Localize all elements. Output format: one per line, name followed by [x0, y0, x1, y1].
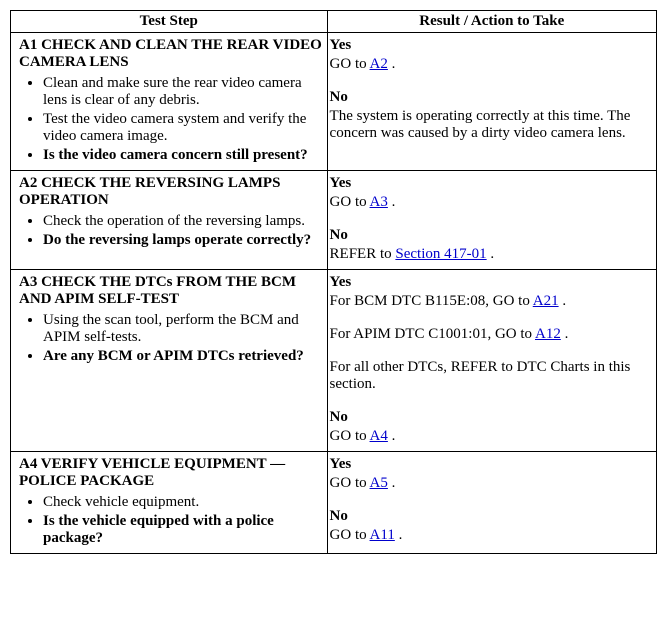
header-result: Result / Action to Take	[327, 11, 656, 33]
result-cell: Yes GO to A3 . No REFER to Section 417-01 .	[327, 171, 656, 270]
yes-label: Yes	[330, 175, 652, 192]
step-title: A3 CHECK THE DTCs FROM THE BCM AND APIM …	[19, 274, 323, 308]
result-link[interactable]: A5	[370, 475, 388, 491]
result-link[interactable]: A11	[370, 527, 395, 543]
diagnostic-table: Test Step Result / Action to Take A1 CHE…	[10, 10, 657, 554]
no-label: No	[330, 89, 652, 106]
test-step-cell: A1 CHECK AND CLEAN THE REAR VIDEO CAMERA…	[11, 33, 328, 171]
test-step-cell: A4 VERIFY VEHICLE EQUIPMENT — POLICE PAC…	[11, 452, 328, 554]
no-label: No	[330, 508, 652, 525]
result-line: GO to A3 .	[330, 194, 652, 211]
list-item: Check vehicle equipment.	[43, 494, 323, 511]
list-item: Do the reversing lamps operate correctly…	[43, 232, 323, 249]
result-line: GO to A4 .	[330, 428, 652, 445]
step-list: Clean and make sure the rear video camer…	[15, 75, 323, 164]
step-title: A2 CHECK THE REVERSING LAMPS OPERATION	[19, 175, 323, 209]
no-label: No	[330, 227, 652, 244]
result-link[interactable]: A4	[370, 428, 388, 444]
result-link[interactable]: Section 417-01	[395, 246, 486, 262]
list-item: Test the video camera system and verify …	[43, 111, 323, 145]
header-test-step: Test Step	[11, 11, 328, 33]
table-row: A4 VERIFY VEHICLE EQUIPMENT — POLICE PAC…	[11, 452, 657, 554]
list-item: Using the scan tool, perform the BCM and…	[43, 312, 323, 346]
table-row: A1 CHECK AND CLEAN THE REAR VIDEO CAMERA…	[11, 33, 657, 171]
table-row: A3 CHECK THE DTCs FROM THE BCM AND APIM …	[11, 270, 657, 452]
step-list: Check vehicle equipment. Is the vehicle e…	[15, 494, 323, 547]
result-link[interactable]: A12	[535, 326, 561, 342]
result-cell: Yes GO to A5 . No GO to A11 .	[327, 452, 656, 554]
result-line: For BCM DTC B115E:08, GO to A21 .	[330, 293, 652, 310]
result-line: GO to A5 .	[330, 475, 652, 492]
result-line: GO to A2 .	[330, 56, 652, 73]
list-item: Are any BCM or APIM DTCs retrieved?	[43, 348, 323, 365]
yes-label: Yes	[330, 37, 652, 54]
yes-label: Yes	[330, 274, 652, 291]
table-row: A2 CHECK THE REVERSING LAMPS OPERATION Ch…	[11, 171, 657, 270]
result-cell: Yes For BCM DTC B115E:08, GO to A21 . For …	[327, 270, 656, 452]
list-item: Is the video camera concern still presen…	[43, 147, 323, 164]
list-item: Check the operation of the reversing lam…	[43, 213, 323, 230]
result-line: The system is operating correctly at thi…	[330, 108, 652, 142]
step-title: A1 CHECK AND CLEAN THE REAR VIDEO CAMERA…	[19, 37, 323, 71]
step-list: Using the scan tool, perform the BCM and…	[15, 312, 323, 365]
list-item: Clean and make sure the rear video camer…	[43, 75, 323, 109]
result-link[interactable]: A21	[533, 293, 559, 309]
no-label: No	[330, 409, 652, 426]
step-title: A4 VERIFY VEHICLE EQUIPMENT — POLICE PAC…	[19, 456, 323, 490]
result-line: For APIM DTC C1001:01, GO to A12 .	[330, 326, 652, 343]
result-cell: Yes GO to A2 . No The system is operating c…	[327, 33, 656, 171]
result-link[interactable]: A2	[370, 56, 388, 72]
result-link[interactable]: A3	[370, 194, 388, 210]
result-line: REFER to Section 417-01 .	[330, 246, 652, 263]
yes-label: Yes	[330, 456, 652, 473]
step-list: Check the operation of the reversing lam…	[15, 213, 323, 249]
result-line: For all other DTCs, REFER to DTC Charts …	[330, 359, 652, 393]
result-line: GO to A11 .	[330, 527, 652, 544]
test-step-cell: A3 CHECK THE DTCs FROM THE BCM AND APIM …	[11, 270, 328, 452]
test-step-cell: A2 CHECK THE REVERSING LAMPS OPERATION Ch…	[11, 171, 328, 270]
list-item: Is the vehicle equipped with a police pa…	[43, 513, 323, 547]
